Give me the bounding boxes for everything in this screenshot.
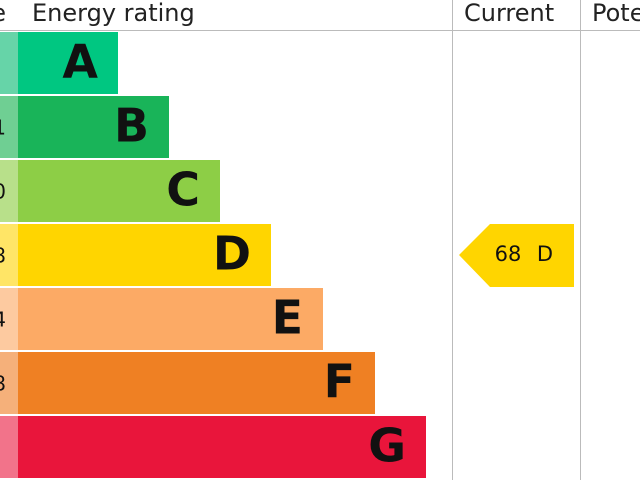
current-header: Current <box>464 0 554 27</box>
rating-header: Energy rating <box>32 0 195 27</box>
band-bar <box>18 160 220 222</box>
bands: A 1 B 0 C 8 D 4 E 8 FG <box>0 32 426 478</box>
band-letter: D <box>213 227 251 281</box>
current-rating: D <box>537 242 553 266</box>
band-bar <box>18 224 271 286</box>
score-cell <box>0 96 18 158</box>
band-score: 8 <box>0 244 6 268</box>
band-score: 0 <box>0 180 6 204</box>
band-bar <box>18 288 323 350</box>
score-header: e <box>0 0 6 27</box>
score-cell <box>0 416 18 478</box>
score-cell <box>0 32 18 94</box>
current-arrow <box>459 224 574 287</box>
band-letter: E <box>272 291 303 345</box>
potential-header: Pote <box>592 0 640 27</box>
band-score: 8 <box>0 372 6 396</box>
current-score: 68 <box>495 242 522 266</box>
band-score: 1 <box>0 116 6 140</box>
band-bar <box>18 416 426 478</box>
band-bar <box>18 32 118 94</box>
band-bar <box>18 352 375 414</box>
band-letter: C <box>166 163 200 217</box>
score-cell <box>0 160 18 222</box>
band-bar <box>18 96 169 158</box>
band-letter: G <box>368 419 406 473</box>
band-letter: A <box>62 35 98 89</box>
score-cell <box>0 224 18 286</box>
band-letter: F <box>324 355 355 409</box>
band-score: 4 <box>0 308 6 332</box>
score-cell <box>0 352 18 414</box>
band-letter: B <box>114 99 149 153</box>
score-cell <box>0 288 18 350</box>
